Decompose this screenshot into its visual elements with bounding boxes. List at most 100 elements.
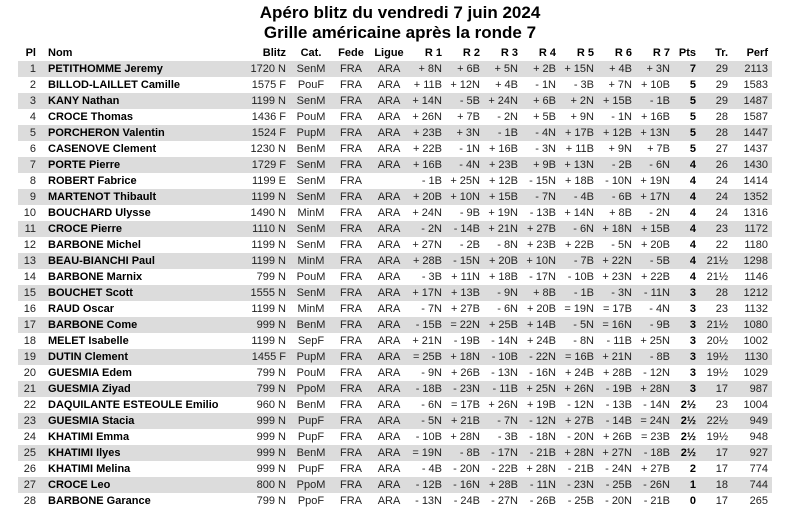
cell-ligue: ARA	[377, 287, 401, 299]
cell-r7: + 27B	[640, 463, 670, 475]
cell-nom: GUESMIA Edem	[48, 367, 132, 379]
cell-perf: 1298	[743, 255, 768, 267]
cell-r3: + 18B	[488, 271, 518, 283]
cell-r2: + 27B	[450, 303, 480, 315]
cell-ligue: ARA	[377, 223, 401, 235]
cell-r6: + 23N	[602, 271, 632, 283]
title-block: Apéro blitz du vendredi 7 juin 2024 Gril…	[0, 0, 800, 43]
cell-fede: FRA	[340, 399, 362, 411]
cell-pl: 14	[23, 271, 36, 283]
cell-r3: + 23B	[488, 159, 518, 171]
table-row: 6 CASENOVE Clement 1230 N BenM FRA ARA + 22B - …	[18, 141, 772, 157]
cell-r7: + 16B	[640, 111, 670, 123]
cell-perf: 744	[749, 479, 768, 491]
cell-blitz: 799 N	[256, 367, 286, 379]
column-header-r4: R 4	[538, 47, 556, 59]
cell-pts: 4	[689, 223, 696, 235]
cell-tr: 26	[715, 159, 728, 171]
table-row: 3 KANY Nathan 1199 N SenM FRA ARA + 14N - 5B + 2…	[18, 93, 772, 109]
cell-cat: SenM	[296, 159, 326, 171]
cell-nom: CROCE Thomas	[48, 111, 133, 123]
cell-nom: ROBERT Fabrice	[48, 175, 137, 187]
cell-pts: 2½	[680, 431, 696, 443]
cell-ligue: ARA	[377, 191, 401, 203]
column-header-nom: Nom	[48, 47, 73, 59]
cell-pts: 3	[689, 367, 696, 379]
cell-ligue: ARA	[377, 495, 401, 507]
cell-pts: 2	[689, 463, 696, 475]
table-row: 10 BOUCHARD Ulysse 1490 N MinM FRA ARA + 24N - …	[18, 205, 772, 221]
cell-r3: + 20B	[488, 255, 518, 267]
cell-tr: 18	[715, 479, 728, 491]
cell-r5: + 17B	[564, 127, 594, 139]
cell-r3: + 5N	[494, 63, 518, 75]
cell-nom: DAQUILANTE ESTEOULE Emilio	[48, 399, 219, 411]
cell-r7: + 17N	[640, 191, 670, 203]
cell-r4: - 4N	[535, 127, 556, 139]
cell-cat: PpoM	[296, 479, 326, 491]
cell-pl: 5	[29, 127, 36, 139]
cell-perf: 1414	[743, 175, 768, 187]
cell-r6: - 2B	[611, 159, 632, 171]
cell-tr: 23	[715, 303, 728, 315]
cell-perf: 1583	[743, 79, 768, 91]
cell-perf: 1487	[743, 95, 768, 107]
cell-r2: - 1N	[459, 143, 480, 155]
cell-tr: 20½	[706, 335, 728, 347]
cell-pl: 22	[23, 399, 36, 411]
cell-pl: 25	[23, 447, 36, 459]
table-row: 18 MELET Isabelle 1199 N SepF FRA ARA + 21N - 1…	[18, 333, 772, 349]
header-row: Pl Nom Blitz Cat. Fede Ligue R 1 R 2 R 3 R 4 R 5 R …	[18, 45, 772, 61]
cell-r3: - 1B	[497, 127, 518, 139]
cell-perf: 1004	[743, 399, 768, 411]
cell-pts: 3	[689, 303, 696, 315]
column-header-fede: Fede	[338, 47, 364, 59]
cell-pl: 4	[29, 111, 36, 123]
cell-cat: PupM	[296, 127, 326, 139]
cell-pts: 7	[689, 63, 696, 75]
cell-r7: + 19N	[640, 175, 670, 187]
cell-r6: + 18N	[602, 223, 632, 235]
cell-r6: + 12B	[602, 127, 632, 139]
cell-fede: FRA	[340, 287, 362, 299]
cell-r2: - 24B	[453, 495, 480, 507]
cell-blitz: 960 N	[256, 399, 286, 411]
cell-nom: BOUCHET Scott	[48, 287, 133, 299]
table-row: 5 PORCHERON Valentin 1524 F PupM FRA ARA + 23B…	[18, 125, 772, 141]
cell-pts: 4	[689, 175, 696, 187]
cell-tr: 17	[715, 447, 728, 459]
cell-fede: FRA	[340, 127, 362, 139]
cell-fede: FRA	[340, 367, 362, 379]
cell-ligue: ARA	[377, 159, 401, 171]
cell-r3: + 21N	[488, 223, 518, 235]
cell-perf: 265	[749, 495, 768, 507]
table-row: 25 KHATIMI Ilyes 999 N BenM FRA ARA = 19N - 8B -…	[18, 445, 772, 461]
cell-r4: + 6B	[533, 95, 556, 107]
cell-perf: 949	[749, 415, 768, 427]
cell-r5: - 8N	[573, 335, 594, 347]
cell-r3: - 10B	[491, 351, 518, 363]
table-row: 19 DUTIN Clement 1455 F PupM FRA ARA = 25B + 18…	[18, 349, 772, 365]
cell-ligue: ARA	[377, 79, 401, 91]
cell-cat: SepF	[297, 335, 325, 347]
cell-ligue: ARA	[377, 447, 401, 459]
cell-cat: SenM	[296, 95, 326, 107]
cell-r5: - 1B	[573, 287, 594, 299]
table-row: 13 BEAU-BIANCHI Paul 1199 N MinM FRA ARA + 28B…	[18, 253, 772, 269]
cell-r2: - 20N	[453, 463, 480, 475]
cell-r3: + 24N	[488, 95, 518, 107]
cell-blitz: 1455 F	[251, 351, 286, 363]
cell-r5: - 3B	[573, 79, 594, 91]
cell-pl: 23	[23, 415, 36, 427]
cell-r6: + 7N	[608, 79, 632, 91]
cell-r2: - 4N	[459, 159, 480, 171]
cell-r7: + 7B	[647, 143, 670, 155]
page-title: Apéro blitz du vendredi 7 juin 2024	[259, 3, 541, 22]
cell-blitz: 1199 N	[251, 191, 286, 203]
table-row: 14 BARBONE Marnix 799 N PouM FRA ARA - 3B + 11N…	[18, 269, 772, 285]
cell-blitz: 800 N	[256, 479, 286, 491]
column-header-r7: R 7	[652, 47, 670, 59]
cell-fede: FRA	[340, 191, 362, 203]
cell-r6: - 11B	[606, 335, 632, 347]
cell-fede: FRA	[340, 207, 362, 219]
